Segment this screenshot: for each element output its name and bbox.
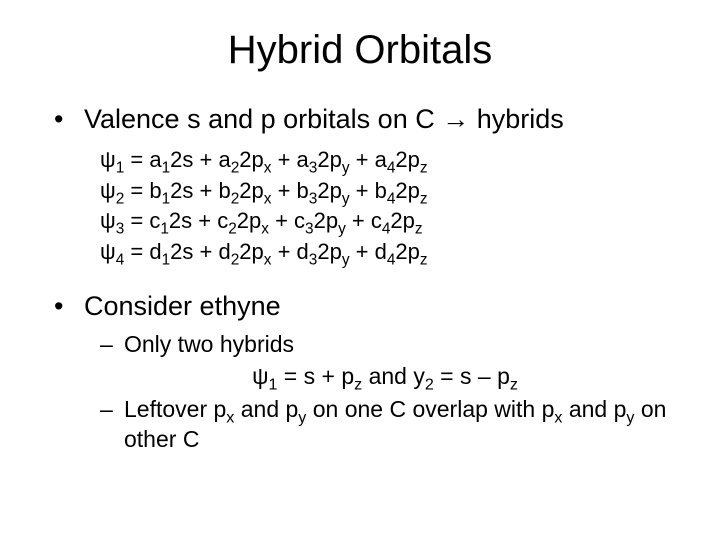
equation-line-2: ψ2 = b12s + b22px + b32py + b42pz (100, 176, 670, 207)
bullet-1-text: Valence s and p orbitals on C → hybrids (84, 103, 564, 137)
sub-bullet-2: – Leftover px and py on one C overlap wi… (100, 395, 670, 455)
dash-icon: – (100, 330, 124, 360)
slide-title: Hybrid Orbitals (50, 28, 670, 73)
sub-equation: ψ1 = s + pz and y2 = s – pz (100, 362, 670, 392)
bullet-1: • Valence s and p orbitals on C → hybrid… (50, 103, 670, 268)
bullet-dot: • (50, 103, 84, 137)
bullet-dot: • (50, 290, 84, 324)
dash-icon: – (100, 395, 124, 425)
equation-line-4: ψ4 = d12s + d22px + d32py + d42pz (100, 237, 670, 268)
text: hybrids (469, 104, 564, 134)
equation-line-3: ψ3 = c12s + c22px + c32py + c42pz (100, 206, 670, 237)
sub-bullet-2-text: Leftover px and py on one C overlap with… (124, 395, 670, 455)
sub-bullet-1-text: Only two hybrids (124, 330, 294, 360)
arrow-icon: → (442, 104, 469, 134)
bullet-2: • Consider ethyne – Only two hybrids ψ1 … (50, 290, 670, 455)
slide: Hybrid Orbitals • Valence s and p orbita… (0, 0, 720, 540)
text: Valence s and p orbitals on C (84, 104, 442, 134)
equation-block: ψ1 = a12s + a22px + a32py + a42pz ψ2 = b… (100, 145, 670, 268)
sub-bullet-list: – Only two hybrids ψ1 = s + pz and y2 = … (100, 330, 670, 456)
bullet-list: • Valence s and p orbitals on C → hybrid… (50, 103, 670, 455)
equation-line-1: ψ1 = a12s + a22px + a32py + a42pz (100, 145, 670, 176)
bullet-2-text: Consider ethyne (84, 290, 281, 324)
sub-bullet-1: – Only two hybrids ψ1 = s + pz and y2 = … (100, 330, 670, 392)
